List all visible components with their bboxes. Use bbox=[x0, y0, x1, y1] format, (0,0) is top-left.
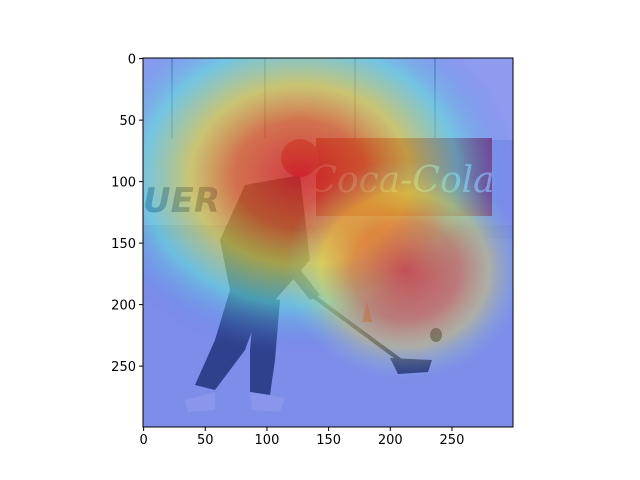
y-tick-label: 250 bbox=[111, 360, 136, 375]
y-tick-label: 150 bbox=[111, 237, 136, 252]
heat-spot bbox=[285, 160, 513, 380]
x-tick-label: 0 bbox=[139, 433, 147, 448]
axes-frame bbox=[142, 57, 514, 428]
x-tick-label: 250 bbox=[440, 433, 465, 448]
y-tick-label: 50 bbox=[119, 114, 136, 129]
y-tick-label: 100 bbox=[111, 176, 136, 191]
x-tick-label: 150 bbox=[316, 433, 341, 448]
image: UER Coca-Cola bbox=[143, 58, 513, 427]
x-tick-label: 200 bbox=[378, 433, 403, 448]
x-tick-label: 100 bbox=[255, 433, 280, 448]
x-tick-label: 50 bbox=[197, 433, 214, 448]
y-tick-label: 200 bbox=[111, 299, 136, 314]
y-tick-label: 0 bbox=[128, 53, 136, 68]
